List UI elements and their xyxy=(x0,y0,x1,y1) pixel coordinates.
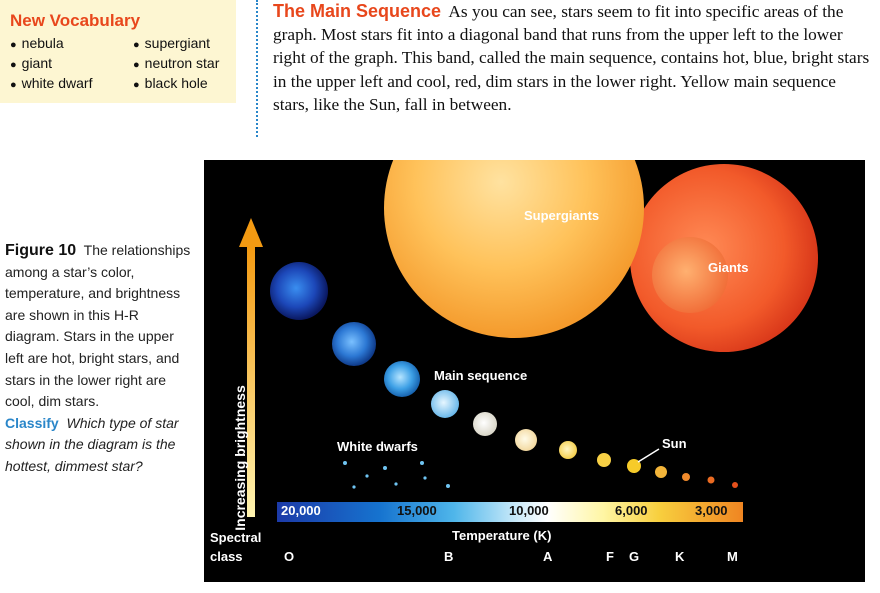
y-axis-label: Increasing brightness xyxy=(232,385,248,531)
main-sequence-star xyxy=(655,466,667,478)
spectral-class-letter: F xyxy=(606,549,614,564)
vocab-term: nebula xyxy=(10,34,92,54)
spectral-class-letter: M xyxy=(727,549,738,564)
main-sequence-star xyxy=(732,482,738,488)
dotted-divider xyxy=(256,0,258,137)
sun-label: Sun xyxy=(662,436,687,451)
main-sequence-star xyxy=(597,453,611,467)
spectral-class-letter: A xyxy=(543,549,553,564)
classify-question: Which type of star shown in the diagram … xyxy=(5,414,179,474)
figure-caption: Figure 10 The relationships among a star… xyxy=(5,240,195,478)
main-sequence-star xyxy=(431,390,459,418)
vocabulary-title: New Vocabulary xyxy=(10,11,141,30)
spectral-class-letter: O xyxy=(284,549,295,564)
vocabulary-list: supergiant neutron star black hole xyxy=(133,34,220,94)
section-heading: The Main Sequence xyxy=(273,1,442,21)
main-sequence-star xyxy=(559,441,577,459)
temperature-tick: 20,000 xyxy=(281,503,321,518)
figure-label: Figure 10 xyxy=(5,242,77,259)
main-sequence-label: Main sequence xyxy=(434,368,528,383)
main-sequence-star xyxy=(473,412,497,436)
vocab-term: black hole xyxy=(133,74,219,94)
main-paragraph: The Main Sequence As you can see, stars … xyxy=(273,0,873,116)
vocabulary-list: nebula giant white dwarf xyxy=(10,34,93,94)
spectral-class-letter: G xyxy=(629,549,640,564)
supergiants-label: Supergiants xyxy=(524,208,600,223)
vocab-term: neutron star xyxy=(133,54,220,74)
temperature-tick: 10,000 xyxy=(509,503,549,518)
sun-pointer xyxy=(637,448,660,463)
main-sequence-star xyxy=(332,322,376,366)
temperature-tick: 3,000 xyxy=(695,503,728,518)
spectral-class-label-line1: Spectral xyxy=(210,530,262,545)
classify-label: Classify xyxy=(5,414,59,431)
main-sequence-star xyxy=(384,361,420,397)
giants-label: Giants xyxy=(708,260,749,275)
brightness-arrow-shaft xyxy=(247,247,255,517)
vocab-term: supergiant xyxy=(133,34,219,54)
spectral-class-label-line2: class xyxy=(210,549,243,564)
x-axis-label: Temperature (K) xyxy=(452,528,552,543)
vocab-term: white dwarf xyxy=(10,74,93,94)
white-dwarf-stars xyxy=(343,461,450,489)
sun-star xyxy=(627,459,641,473)
temperature-scale: 20,000 15,000 10,000 6,000 3,000 xyxy=(277,502,743,522)
temperature-tick: 15,000 xyxy=(397,503,437,518)
caption-text: The relationships among a star’s color, … xyxy=(5,242,191,410)
white-dwarfs-label: White dwarfs xyxy=(337,439,418,454)
hr-diagram-art xyxy=(239,160,818,517)
vocab-term: giant xyxy=(10,54,92,74)
spectral-class-letter: B xyxy=(444,549,454,564)
main-sequence-star xyxy=(682,473,690,481)
brightness-arrowhead xyxy=(239,218,263,247)
hr-diagram: Supergiants Giants Main sequence White d… xyxy=(204,160,865,582)
vocabulary-box: New Vocabulary nebula giant white dwarf … xyxy=(0,0,236,103)
main-sequence-star xyxy=(707,476,715,484)
main-sequence-star xyxy=(515,429,537,451)
spectral-class-letter: K xyxy=(675,549,685,564)
supergiant-star xyxy=(384,160,644,338)
paragraph-body: As you can see, stars seem to fit into s… xyxy=(273,2,870,114)
giant-star-small xyxy=(652,237,728,313)
main-sequence-star xyxy=(270,262,328,320)
temperature-tick: 6,000 xyxy=(615,503,648,518)
